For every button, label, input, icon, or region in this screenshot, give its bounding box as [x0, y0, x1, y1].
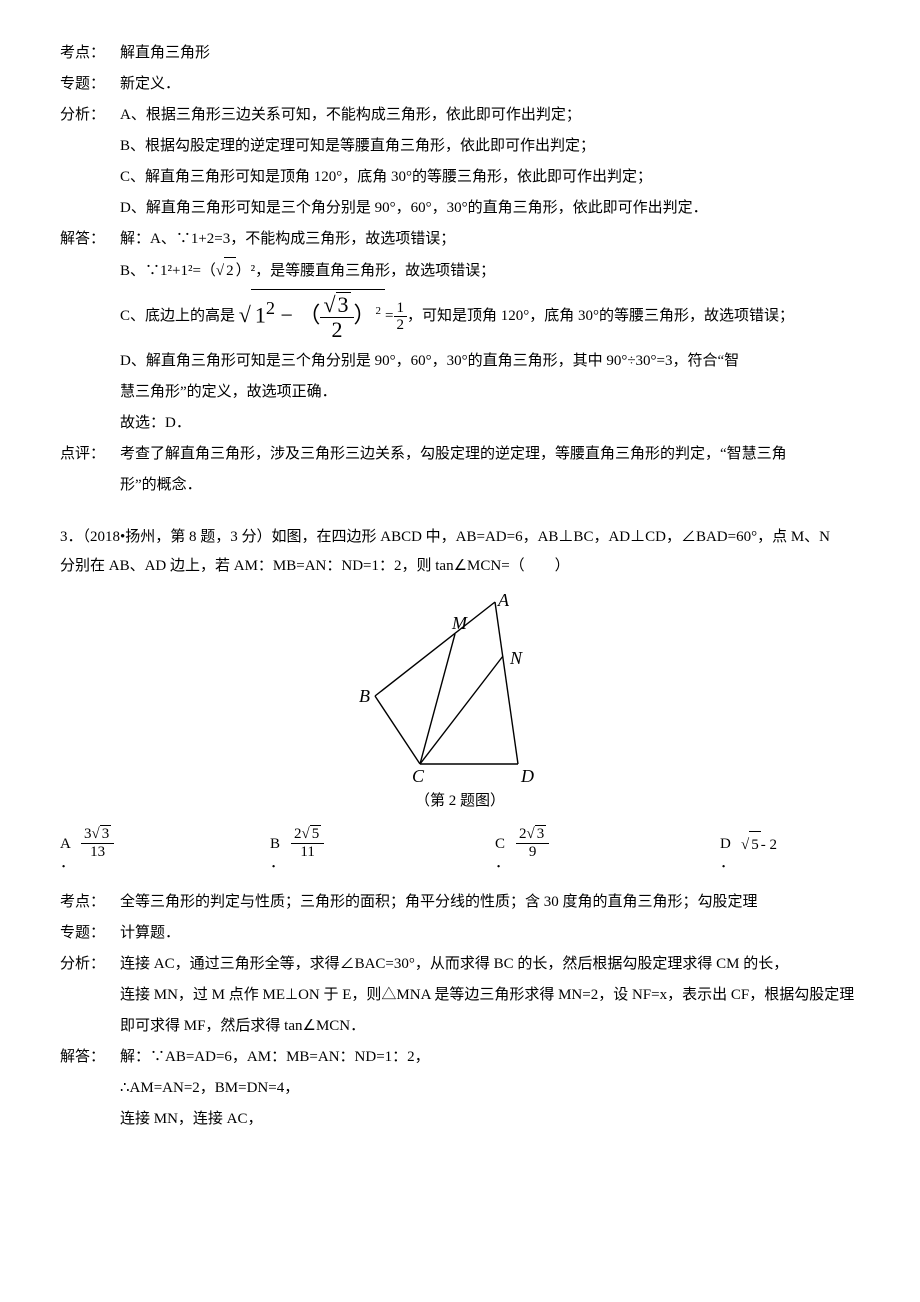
jieda2-2: ∴AM=AN=2，BM=DN=4，	[60, 1075, 860, 1102]
geometry-svg: A M N B C D	[355, 594, 565, 784]
fenxi2-1: 连接 AC，通过三角形全等，求得∠BAC=30°，从而求得 BC 的长，然后根据…	[120, 951, 860, 978]
fenxi-d: D、解直角三角形可知是三个角分别是 90°，60°，30°的直角三角形，依此即可…	[60, 195, 860, 222]
fenxi-label: 分析：	[60, 102, 120, 129]
zhuanti-row: 专题： 新定义．	[60, 71, 860, 98]
zhuanti2-label: 专题：	[60, 920, 120, 947]
dianping-2: 形”的概念．	[60, 472, 860, 499]
fenxi-a: A、根据三角形三边关系可知，不能构成三角形，依此即可作出判定；	[120, 102, 860, 129]
jieda2-row: 解答： 解：∵AB=AD=6，AM：MB=AN：ND=1：2，	[60, 1044, 860, 1071]
jieda-ans: 故选：D．	[60, 410, 860, 437]
opt-c-frac: 23 9	[516, 825, 549, 860]
q3-stem: 3．（2018•扬州，第 8 题，3 分）如图，在四边形 ABCD 中，AB=A…	[60, 523, 860, 580]
dianping-row: 点评： 考查了解直角三角形，涉及三角形三边关系，勾股定理的逆定理，等腰直角三角形…	[60, 441, 860, 468]
option-b: B． 25 11	[270, 825, 495, 869]
kaodian2-row: 考点： 全等三角形的判定与性质；三角形的面积；角平分线的性质；含 30 度角的直…	[60, 889, 860, 916]
opt-b-letter: B．	[270, 825, 285, 869]
frac-half: 12	[394, 300, 408, 334]
q3-options: A． 33 13 B． 25 11 C． 23 9 D． 5- 2	[60, 825, 860, 869]
sqrt5b: 5	[302, 825, 322, 843]
jieda-b-suffix: ）²，是等腰直角三角形，故选项错误；	[236, 263, 496, 279]
sqrt2: 2	[216, 257, 236, 285]
sq2: 2	[376, 305, 382, 317]
jieda2-3: 连接 MN，连接 AC，	[60, 1106, 860, 1133]
svg-text:C: C	[412, 766, 425, 784]
svg-text:M: M	[451, 613, 468, 633]
zhuanti-text: 新定义．	[120, 71, 860, 98]
opt-d-val: 5- 2	[741, 825, 777, 859]
dianping-1: 考查了解直角三角形，涉及三角形三边关系，勾股定理的逆定理，等腰直角三角形的判定，…	[120, 441, 860, 468]
opt-a-frac: 33 13	[81, 825, 114, 860]
frac-sqrt3-2: 32	[320, 292, 353, 342]
opt-a-letter: A．	[60, 825, 75, 869]
opt-b-frac: 25 11	[291, 825, 324, 860]
q3-caption: （第 2 题图）	[60, 788, 860, 815]
close: ）	[354, 302, 376, 327]
fenxi-row: 分析： A、根据三角形三边关系可知，不能构成三角形，依此即可作出判定；	[60, 102, 860, 129]
sqrt5d: 5	[741, 831, 761, 859]
kaodian-row: 考点： 解直角三角形	[60, 40, 860, 67]
sqrt3c: 3	[527, 825, 547, 843]
svg-text:N: N	[509, 648, 523, 668]
big-sqrt: 12 − （32）2	[239, 289, 385, 344]
fenxi2-row: 分析： 连接 AC，通过三角形全等，求得∠BAC=30°，从而求得 BC 的长，…	[60, 951, 860, 978]
dianping-label: 点评：	[60, 441, 120, 468]
zhuanti2-text: 计算题．	[120, 920, 860, 947]
fenxi2-3: 即可求得 MF，然后求得 tan∠MCN．	[60, 1013, 860, 1040]
option-a: A． 33 13	[60, 825, 270, 869]
option-c: C． 23 9	[495, 825, 720, 869]
kaodian2-text: 全等三角形的判定与性质；三角形的面积；角平分线的性质；含 30 度角的直角三角形…	[120, 889, 860, 916]
fenxi2-label: 分析：	[60, 951, 120, 978]
q3-stem-1: 3．（2018•扬州，第 8 题，3 分）如图，在四边形 ABCD 中，AB=A…	[60, 529, 830, 545]
svg-text:A: A	[497, 594, 510, 610]
option-d: D． 5- 2	[720, 825, 860, 869]
jieda-d1: D、解直角三角形可知是三个角分别是 90°，60°，30°的直角三角形，其中 9…	[60, 348, 860, 375]
jieda-b-prefix: B、∵1²+1²=（	[120, 263, 216, 279]
kaodian2-label: 考点：	[60, 889, 120, 916]
opt-d-letter: D．	[720, 825, 735, 869]
jieda-d2: 慧三角形”的定义，故选项正确．	[60, 379, 860, 406]
fenxi-c: C、解直角三角形可知是顶角 120°，底角 30°的等腰三角形，依此即可作出判定…	[60, 164, 860, 191]
jieda-a: 解：A、∵1+2=3，不能构成三角形，故选项错误；	[120, 226, 860, 253]
jieda2-1: 解：∵AB=AD=6，AM：MB=AN：ND=1：2，	[120, 1044, 860, 1071]
jieda-row: 解答： 解：A、∵1+2=3，不能构成三角形，故选项错误；	[60, 226, 860, 253]
fenxi2-2: 连接 MN，过 M 点作 ME⊥ON 于 E，则△MNA 是等边三角形求得 MN…	[60, 982, 860, 1009]
sq1: 2	[266, 298, 275, 318]
opt-c-letter: C．	[495, 825, 510, 869]
q3-stem-2: 分别在 AB、AD 边上，若 AM：MB=AN：ND=1：2，则 tan∠MCN…	[60, 558, 570, 574]
jieda-c-prefix: C、底边上的高是	[120, 308, 235, 324]
q3-figure: A M N B C D	[60, 594, 860, 784]
svg-text:B: B	[359, 686, 370, 706]
kaodian-text: 解直角三角形	[120, 40, 860, 67]
sqrt3: 3	[323, 292, 350, 317]
jieda-c: C、底边上的高是 12 − （32）2 =12，可知是顶角 120°，底角 30…	[60, 289, 860, 344]
sqrt3a: 3	[92, 825, 112, 843]
svg-text:D: D	[520, 766, 534, 784]
jieda-label: 解答：	[60, 226, 120, 253]
fenxi-b: B、根据勾股定理的逆定理可知是等腰直角三角形，依此即可作出判定；	[60, 133, 860, 160]
jieda-b: B、∵1²+1²=（2）²，是等腰直角三角形，故选项错误；	[60, 257, 860, 285]
jieda2-label: 解答：	[60, 1044, 120, 1071]
kaodian-label: 考点：	[60, 40, 120, 67]
eq: =	[385, 308, 393, 324]
zhuanti2-row: 专题： 计算题．	[60, 920, 860, 947]
one: 1	[255, 302, 266, 327]
jieda-c-suffix: ，可知是顶角 120°，底角 30°的等腰三角形，故选项错误；	[407, 308, 794, 324]
minus: − （	[275, 302, 320, 327]
zhuanti-label: 专题：	[60, 71, 120, 98]
